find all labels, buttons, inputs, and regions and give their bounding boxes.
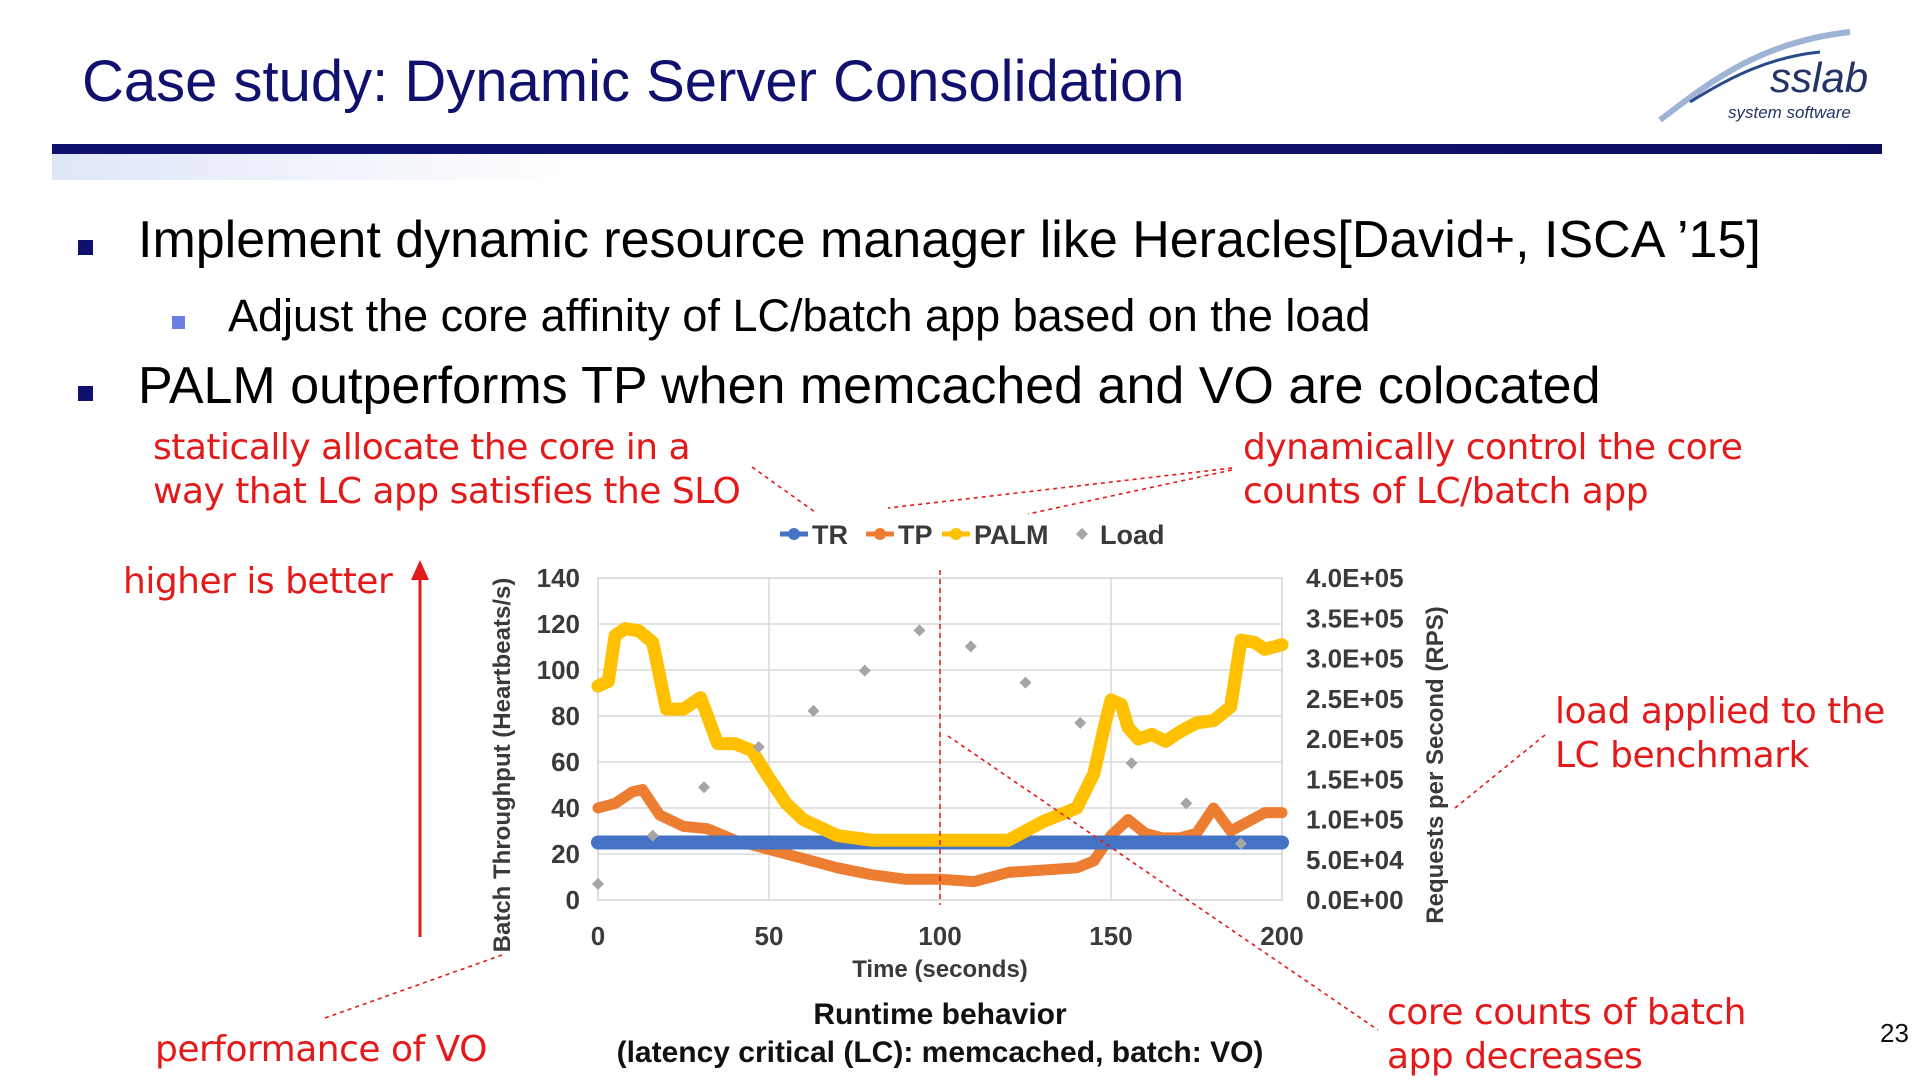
note-load-applied-line1: load applied to the: [1555, 691, 1885, 732]
y2-tick-label: 4.0E+05: [1306, 563, 1404, 593]
sub-bullet-square-icon: [172, 316, 185, 329]
legend-tr-marker: [788, 528, 800, 540]
caption-line-2: (latency critical (LC): memcached, batch…: [616, 1036, 1264, 1069]
title-divider: [52, 144, 1882, 154]
caption-line-1: Runtime behavior: [813, 998, 1067, 1031]
series-load-point: [807, 704, 820, 717]
y2-tick-label: 1.5E+05: [1306, 764, 1404, 794]
note-load-applied-line2: LC benchmark: [1555, 735, 1809, 776]
bullet-1-sub: Adjust the core affinity of LC/batch app…: [172, 290, 1371, 342]
leader-core-decrease: [947, 735, 1379, 1031]
series-load-point: [1234, 837, 1247, 850]
note-core-decrease-line2: app decreases: [1387, 1036, 1643, 1077]
series-load-point: [646, 829, 659, 842]
y-tick-label: 140: [537, 563, 580, 593]
series-tp-line: [592, 784, 1288, 888]
bullet-square-icon: [78, 386, 93, 401]
note-dynamic-control-line2: counts of LC/batch app: [1243, 471, 1649, 512]
y-tick-label: 60: [551, 747, 580, 777]
legend-tr-label: TR: [812, 520, 848, 550]
leader-load-applied: [1454, 734, 1546, 809]
logo-subtitle: system software: [1728, 103, 1851, 122]
y-tick-label: 120: [537, 609, 580, 639]
logo-swoosh: [1658, 29, 1851, 123]
legend-tp-label: TP: [898, 520, 933, 550]
y2-axis-label: Requests per Second (RPS): [1422, 606, 1449, 923]
x-tick-label: 0: [591, 921, 605, 951]
legend-palm-label: PALM: [974, 520, 1049, 550]
page-number: 23: [1880, 1018, 1909, 1048]
y-tick-label: 80: [551, 701, 580, 731]
note-perf-vo: performance of VO: [155, 1029, 487, 1070]
title-divider-shade: [52, 154, 572, 180]
figure-caption: Runtime behavior (latency critical (LC):…: [560, 996, 1320, 1072]
note-static-alloc: statically allocate the core in a way th…: [153, 426, 741, 514]
note-higher-better: higher is better: [123, 561, 393, 602]
note-core-decrease-line1: core counts of batch: [1387, 992, 1746, 1033]
leader-static-alloc: [751, 466, 816, 513]
y-tick-label: 40: [551, 793, 580, 823]
x-tick-label: 100: [918, 921, 961, 951]
bullet-square-icon: [78, 240, 93, 255]
y-tick-label: 100: [537, 655, 580, 685]
chart-plot: [591, 622, 1289, 890]
series-load-point: [913, 624, 926, 637]
note-dynamic-control: dynamically control the core counts of L…: [1243, 426, 1743, 514]
bullet-1-text: Implement dynamic resource manager like …: [138, 211, 1761, 269]
y2-tick-label: 3.0E+05: [1306, 644, 1404, 674]
y2-tick-label: 2.0E+05: [1306, 724, 1404, 754]
series-palm-line: [591, 622, 1289, 847]
series-load-point: [964, 640, 977, 653]
series-load-point: [858, 664, 871, 677]
y-tick-label: 20: [551, 839, 580, 869]
y2-tick-label: 0.0E+00: [1306, 885, 1404, 915]
chart-legend: TR TP PALM Load: [780, 520, 1165, 550]
note-load-applied: load applied to the LC benchmark: [1555, 690, 1885, 778]
bullet-1-sub-text: Adjust the core affinity of LC/batch app…: [228, 290, 1371, 341]
plot-border: [597, 577, 1283, 901]
chart-annotation-lines: [324, 466, 1546, 1031]
logo-swoosh-inner: [1689, 50, 1821, 104]
x-tick-label: 200: [1260, 921, 1303, 951]
series-load-point: [1074, 716, 1087, 729]
note-core-decrease: core counts of batch app decreases: [1387, 991, 1746, 1079]
y2-tick-label: 3.5E+05: [1306, 603, 1404, 633]
leader-dynamic-control-b: [1027, 469, 1233, 515]
slide-title: Case study: Dynamic Server Consolidation: [82, 49, 1185, 114]
series-load-point: [698, 781, 711, 794]
legend-palm-marker: [950, 528, 962, 540]
series-load-point: [1125, 757, 1138, 770]
series-load-point: [1019, 676, 1032, 689]
x-axis-label: Time (seconds): [852, 956, 1028, 983]
y-tick-label: 0: [566, 885, 580, 915]
note-dynamic-control-line1: dynamically control the core: [1243, 427, 1743, 468]
note-static-alloc-line1: statically allocate the core in a: [153, 427, 691, 468]
leader-dynamic-control-a: [887, 467, 1233, 509]
series-load-point: [592, 877, 604, 890]
legend-load-marker: [1076, 528, 1088, 540]
bullet-2-text: PALM outperforms TP when memcached and V…: [138, 357, 1601, 415]
legend-tp-marker: [874, 528, 886, 540]
sslab-logo: sslab system software: [1658, 29, 1868, 123]
y2-tick-label: 1.0E+05: [1306, 805, 1404, 835]
series-load-point: [752, 741, 765, 754]
series-load-point: [1180, 797, 1193, 810]
y-axis-label: Batch Throughput (Heartbeats/s): [489, 578, 516, 953]
higher-better-arrow-head: [411, 560, 429, 580]
bullet-2: PALM outperforms TP when memcached and V…: [78, 356, 1601, 416]
logo-name: sslab: [1770, 54, 1868, 101]
x-tick-label: 150: [1089, 921, 1132, 951]
bullet-1: Implement dynamic resource manager like …: [78, 210, 1761, 270]
note-static-alloc-line2: way that LC app satisfies the SLO: [153, 471, 741, 512]
y2-tick-label: 5.0E+04: [1306, 845, 1404, 875]
leader-perf-vo: [324, 954, 503, 1019]
legend-load-label: Load: [1100, 520, 1165, 550]
y2-tick-label: 2.5E+05: [1306, 684, 1404, 714]
x-tick-label: 50: [755, 921, 784, 951]
